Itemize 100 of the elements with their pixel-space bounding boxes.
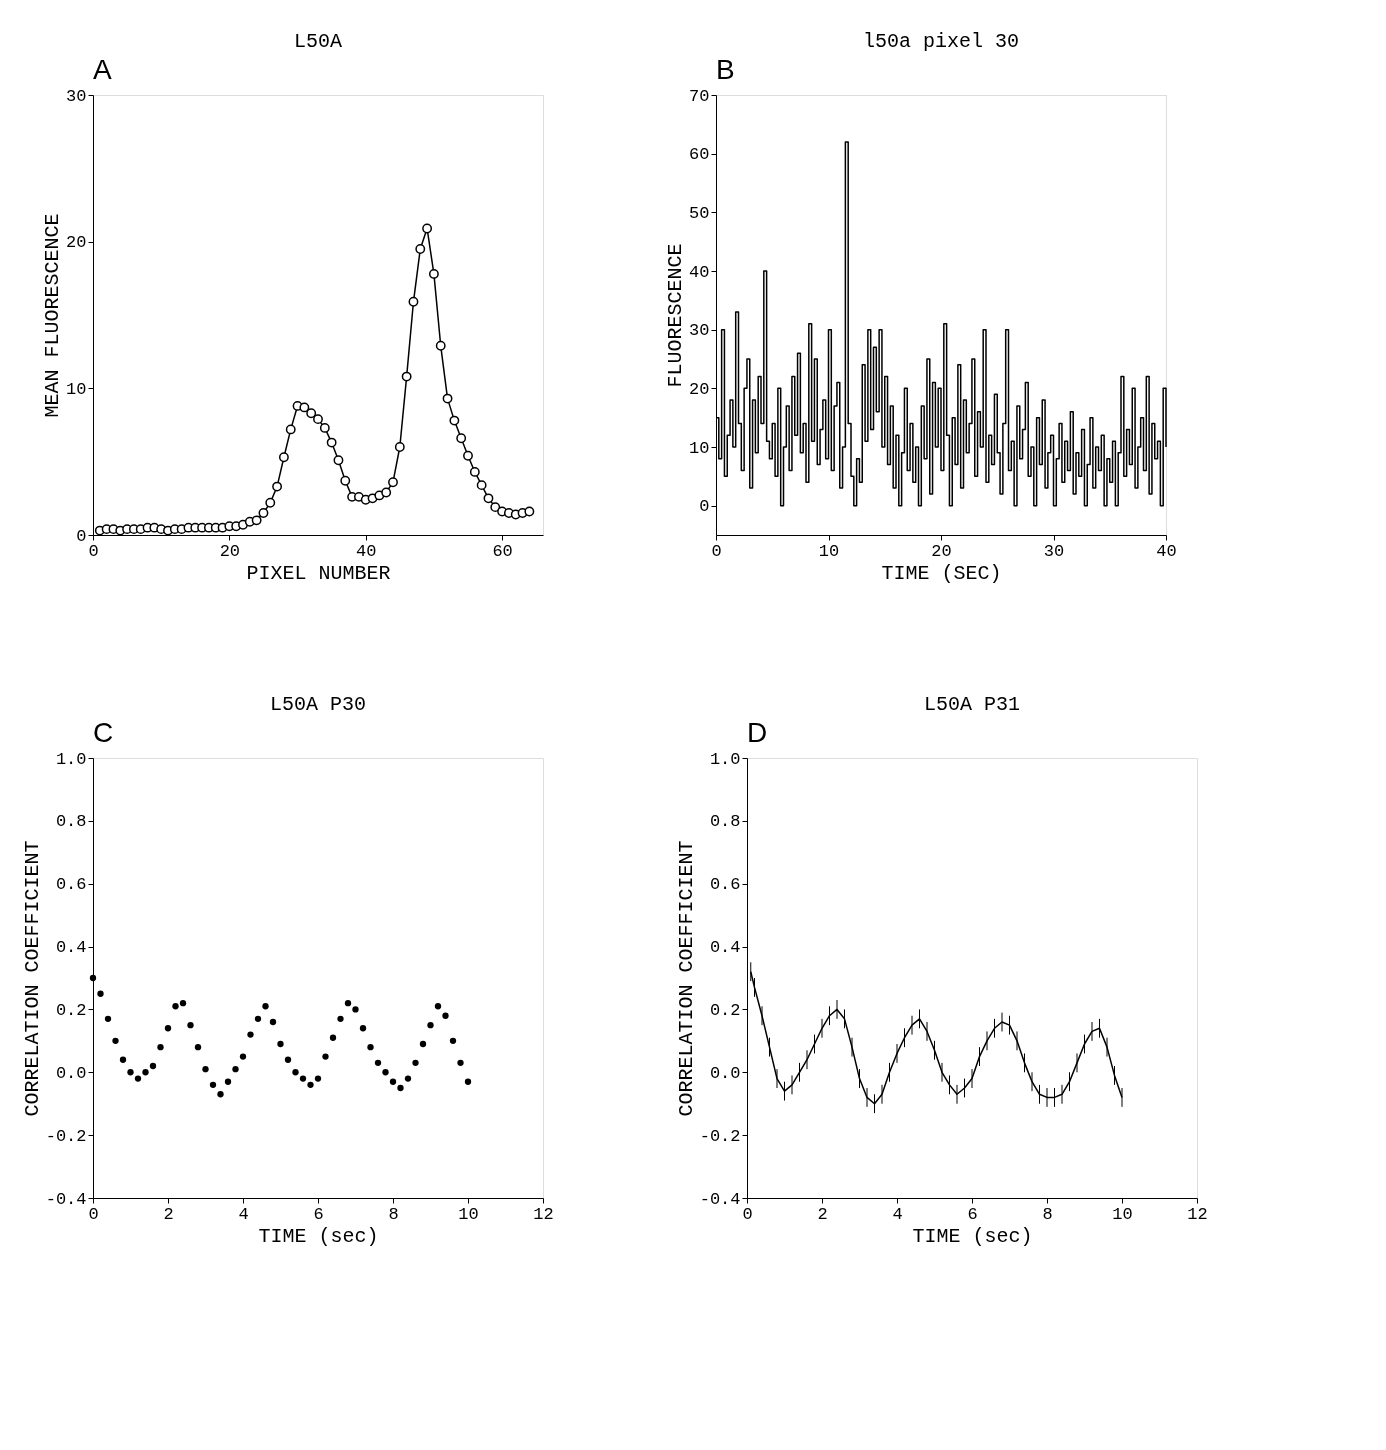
x-tick-label: 10 xyxy=(1112,1204,1133,1224)
y-tick-label: 50 xyxy=(689,203,710,223)
point xyxy=(322,1053,329,1060)
point xyxy=(344,999,352,1007)
x-tick-label: 2 xyxy=(817,1204,828,1224)
y-tick-label: 10 xyxy=(66,379,87,399)
y-tick-label: 30 xyxy=(689,321,710,341)
x-axis-title: TIME (sec) xyxy=(912,1224,1033,1248)
point xyxy=(164,1025,172,1032)
x-tick-label: 6 xyxy=(967,1204,978,1224)
point xyxy=(292,1069,299,1076)
point xyxy=(299,1075,307,1082)
y-tick-label: 0.6 xyxy=(709,875,741,895)
point xyxy=(404,1075,412,1082)
x-tick-label: 12 xyxy=(1187,1204,1208,1224)
y-tick-label: 60 xyxy=(689,145,710,165)
point xyxy=(254,1015,262,1023)
y-tick-label: 0.0 xyxy=(55,1063,87,1083)
y-tick-label: 0.8 xyxy=(709,812,741,832)
y-tick-label: 0.2 xyxy=(55,1000,87,1020)
x-tick-label: 4 xyxy=(892,1204,903,1224)
x-tick-label: 10 xyxy=(458,1204,479,1224)
x-tick-label: 12 xyxy=(533,1204,554,1224)
point xyxy=(179,999,187,1007)
chart-title: L50A P31 xyxy=(923,693,1021,716)
x-tick-label: 6 xyxy=(313,1204,324,1224)
x-tick-label: 40 xyxy=(356,541,377,561)
point xyxy=(284,1056,292,1063)
y-tick-label: 20 xyxy=(689,379,710,399)
point xyxy=(104,1015,112,1023)
y-tick-label: -0.4 xyxy=(699,1189,741,1209)
y-tick-label: 70 xyxy=(689,86,710,106)
point xyxy=(277,1040,284,1048)
y-axis-title: MEAN FLUORESCENCE xyxy=(41,213,65,418)
point xyxy=(142,1069,149,1076)
x-tick-label: 60 xyxy=(492,541,513,561)
chart-title: l50a pixel 30 xyxy=(862,30,1020,53)
point xyxy=(224,1078,232,1085)
text: B xyxy=(716,54,735,85)
y-tick-label: 0 xyxy=(699,497,710,517)
point xyxy=(239,1053,247,1060)
point xyxy=(314,1075,322,1082)
point xyxy=(187,1021,194,1029)
y-tick-label: 20 xyxy=(66,233,87,253)
point xyxy=(464,1078,472,1085)
point xyxy=(149,1062,157,1070)
chart-title: L50A P30 xyxy=(269,693,367,716)
point xyxy=(389,1078,397,1085)
point xyxy=(112,1037,119,1045)
y-tick-label: 0.0 xyxy=(709,1063,741,1083)
x-axis-title: PIXEL NUMBER xyxy=(246,561,391,585)
point xyxy=(367,1043,374,1051)
point xyxy=(194,1043,202,1051)
y-tick-label: 40 xyxy=(689,262,710,282)
point xyxy=(419,1040,427,1048)
y-axis-title: FLUORESCENCE xyxy=(664,243,688,388)
point xyxy=(374,1059,382,1067)
point xyxy=(397,1084,404,1092)
y-axis-title: CORRELATION COEFFICIENT xyxy=(674,840,698,1117)
y-tick-label: 0.2 xyxy=(709,1000,741,1020)
x-tick-label: 2 xyxy=(163,1204,174,1224)
x-tick-label: 8 xyxy=(388,1204,399,1224)
point xyxy=(337,1015,344,1023)
point xyxy=(457,1059,464,1067)
y-tick-label: -0.2 xyxy=(699,1126,741,1146)
x-tick-label: 4 xyxy=(238,1204,249,1224)
y-tick-label: 1.0 xyxy=(709,749,741,769)
point xyxy=(202,1065,209,1073)
point xyxy=(329,1034,337,1041)
text: C xyxy=(93,717,114,748)
point xyxy=(434,1003,442,1010)
point xyxy=(352,1006,359,1013)
point xyxy=(442,1012,449,1019)
text: D xyxy=(747,717,768,748)
x-axis-title: TIME (SEC) xyxy=(881,561,1002,585)
y-tick-label: 0.8 xyxy=(55,812,87,832)
point xyxy=(412,1059,419,1067)
point xyxy=(217,1091,224,1098)
x-axis-title: TIME (sec) xyxy=(258,1224,379,1248)
point xyxy=(119,1056,127,1063)
x-tick-label: 8 xyxy=(1042,1204,1053,1224)
point xyxy=(157,1043,164,1051)
x-tick-label: 10 xyxy=(818,541,840,561)
y-tick-label: 0.4 xyxy=(709,938,741,958)
text: A xyxy=(93,54,112,85)
y-tick-label: -0.2 xyxy=(45,1126,87,1146)
point xyxy=(307,1081,314,1089)
x-tick-label: 20 xyxy=(219,541,241,561)
point xyxy=(262,1003,269,1010)
point xyxy=(134,1075,142,1082)
y-tick-label: 0.4 xyxy=(55,938,87,958)
point xyxy=(97,990,104,997)
point xyxy=(359,1025,367,1032)
point xyxy=(449,1037,457,1045)
y-tick-label: 1.0 xyxy=(55,749,87,769)
point xyxy=(232,1065,239,1073)
point xyxy=(247,1031,254,1038)
y-tick-label: 0 xyxy=(76,526,87,546)
point xyxy=(89,974,97,982)
x-tick-label: 20 xyxy=(931,541,952,561)
